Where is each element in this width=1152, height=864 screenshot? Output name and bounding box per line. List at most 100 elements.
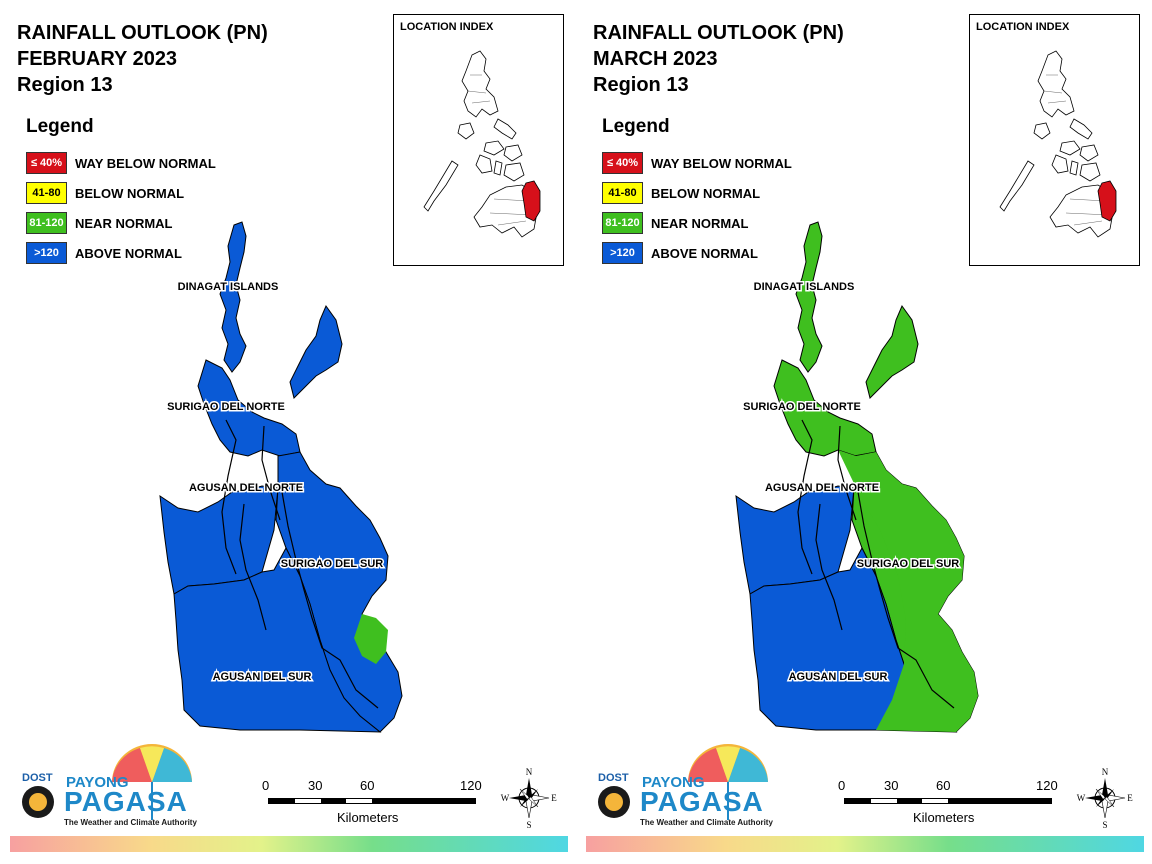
legend-swatch: >120 xyxy=(602,242,643,264)
rainfall-overlay-patch xyxy=(354,614,388,664)
legend-label: ABOVE NORMAL xyxy=(651,245,758,261)
title-line-3: Region 13 xyxy=(17,74,113,96)
scale-tick-120: 120 xyxy=(460,778,482,793)
province-boundaries xyxy=(797,419,955,709)
dost-label: DOST xyxy=(22,772,53,784)
dinagat-islands-area xyxy=(219,221,247,373)
caraga-region-highlight xyxy=(521,180,541,222)
umbrella-logo-graphic xyxy=(598,744,768,820)
scale-bar-segments xyxy=(844,798,1052,804)
map-title: RAINFALL OUTLOOK (PN) MARCH 2023 Region … xyxy=(593,20,844,98)
north-arrow-compass: N S E W xyxy=(1076,766,1134,830)
legend-item: 41-80 BELOW NORMAL xyxy=(26,178,216,208)
pagasa-label: PAGASA xyxy=(64,786,188,817)
scale-tick-120: 120 xyxy=(1036,778,1058,793)
label-dinagat-islands: DINAGAT ISLANDS xyxy=(178,281,279,293)
color-gradient-strip xyxy=(10,836,568,852)
tagline-label: The Weather and Climate Authority xyxy=(64,818,197,827)
siargao-island-area xyxy=(289,304,343,399)
compass-s: S xyxy=(1102,820,1107,830)
legend-label: WAY BELOW NORMAL xyxy=(75,155,216,171)
legend-label: ABOVE NORMAL xyxy=(75,245,182,261)
legend-item: 41-80 BELOW NORMAL xyxy=(602,178,792,208)
label-agusan-del-norte: AGUSAN DEL NORTE xyxy=(189,482,303,494)
legend-item: ≤ 40% WAY BELOW NORMAL xyxy=(602,148,792,178)
compass-n: N xyxy=(526,767,533,777)
compass-rose-icon: N S E W xyxy=(1077,767,1134,830)
legend: Legend ≤ 40% WAY BELOW NORMAL 41-80 BELOW N… xyxy=(26,116,216,268)
legend-label: WAY BELOW NORMAL xyxy=(651,155,792,171)
label-surigao-del-sur: SURIGAO DEL SUR xyxy=(857,558,960,570)
payong-label: PAYONG xyxy=(642,774,705,791)
legend-swatch: ≤ 40% xyxy=(26,152,67,174)
legend-item: >120 ABOVE NORMAL xyxy=(26,238,216,268)
title-line-2: FEBRUARY 2023 xyxy=(17,48,178,70)
legend-label: BELOW NORMAL xyxy=(75,185,185,201)
location-index: LOCATION INDEX xyxy=(969,14,1140,266)
map-title: RAINFALL OUTLOOK (PN) FEBRUARY 2023 Regi… xyxy=(17,20,268,98)
legend-title: Legend xyxy=(26,116,94,137)
legend-item: 81-120 NEAR NORMAL xyxy=(602,208,792,238)
location-index-title: LOCATION INDEX xyxy=(976,21,1070,33)
umbrella-logo-graphic xyxy=(22,744,192,820)
map-panel-march: RAINFALL OUTLOOK (PN) MARCH 2023 Region … xyxy=(576,0,1152,864)
title-line-2: MARCH 2023 xyxy=(593,48,718,70)
philippines-outline-map xyxy=(423,50,541,238)
title-line-3: Region 13 xyxy=(593,74,689,96)
label-dinagat-islands: DINAGAT ISLANDS xyxy=(754,281,855,293)
compass-e: E xyxy=(551,793,557,803)
caraga-region-map: DINAGAT ISLANDS SURIGAO DEL NORTE AGUSAN… xyxy=(159,221,403,733)
payong-label: PAYONG xyxy=(66,774,129,791)
legend: Legend ≤ 40% WAY BELOW NORMAL 41-80 BELOW N… xyxy=(602,116,792,268)
dost-label: DOST xyxy=(598,772,629,784)
pagasa-label: PAGASA xyxy=(640,786,764,817)
map-panel-february: RAINFALL OUTLOOK (PN) FEBRUARY 2023 Regi… xyxy=(10,14,568,852)
legend-swatch: 41-80 xyxy=(602,182,643,204)
siargao-island-area xyxy=(865,304,919,399)
scale-unit-label: Kilometers xyxy=(913,810,975,825)
legend-item: 81-120 NEAR NORMAL xyxy=(26,208,216,238)
scale-bar: 0 30 60 120 Kilometers xyxy=(838,778,1062,828)
agusan-del-sur-area xyxy=(173,546,382,733)
scale-tick-30: 30 xyxy=(308,778,323,793)
color-gradient-strip xyxy=(586,836,1144,852)
legend-items: ≤ 40% WAY BELOW NORMAL 41-80 BELOW NORMAL 81… xyxy=(602,148,792,268)
legend-swatch: 81-120 xyxy=(26,212,67,234)
province-boundaries xyxy=(221,419,379,709)
pagasa-logo: DOST PAYONG PAGASA The Weather and Clima… xyxy=(594,740,784,835)
title-line-1: RAINFALL OUTLOOK (PN) xyxy=(17,22,268,44)
label-surigao-del-sur: SURIGAO DEL SUR xyxy=(281,558,384,570)
scale-tick-30: 30 xyxy=(884,778,899,793)
label-surigao-del-norte: SURIGAO DEL NORTE xyxy=(743,401,861,413)
compass-rose-icon: N S E W xyxy=(501,767,558,830)
legend-swatch: ≤ 40% xyxy=(602,152,643,174)
rainfall-overlay-patch xyxy=(838,450,978,732)
north-arrow-compass: N S E W xyxy=(500,766,558,830)
compass-w: W xyxy=(1077,793,1086,803)
tagline-label: The Weather and Climate Authority xyxy=(640,818,773,827)
scale-tick-60: 60 xyxy=(360,778,375,793)
location-index-title: LOCATION INDEX xyxy=(400,21,494,33)
scale-unit-label: Kilometers xyxy=(337,810,399,825)
compass-e: E xyxy=(1127,793,1133,803)
compass-n: N xyxy=(1102,767,1109,777)
scale-tick-60: 60 xyxy=(936,778,951,793)
legend-item: ≤ 40% WAY BELOW NORMAL xyxy=(26,148,216,178)
compass-w: W xyxy=(501,793,510,803)
legend-swatch: 81-120 xyxy=(602,212,643,234)
scale-tick-0: 0 xyxy=(838,778,846,793)
legend-label: NEAR NORMAL xyxy=(75,215,173,231)
scale-bar-segments xyxy=(268,798,476,804)
caraga-region-highlight xyxy=(1097,180,1117,222)
caraga-region-map: DINAGAT ISLANDS SURIGAO DEL NORTE AGUSAN… xyxy=(735,221,979,733)
legend-label: BELOW NORMAL xyxy=(651,185,761,201)
label-surigao-del-norte: SURIGAO DEL NORTE xyxy=(167,401,285,413)
label-agusan-del-sur: AGUSAN DEL SUR xyxy=(789,671,888,683)
philippines-outline-map xyxy=(999,50,1117,238)
legend-item: >120 ABOVE NORMAL xyxy=(602,238,792,268)
title-line-1: RAINFALL OUTLOOK (PN) xyxy=(593,22,844,44)
agusan-del-norte-area xyxy=(735,485,855,595)
legend-items: ≤ 40% WAY BELOW NORMAL 41-80 BELOW NORMAL 81… xyxy=(26,148,216,268)
pagasa-logo: DOST PAYONG PAGASA The Weather and Clima… xyxy=(18,740,208,835)
scale-tick-0: 0 xyxy=(262,778,270,793)
